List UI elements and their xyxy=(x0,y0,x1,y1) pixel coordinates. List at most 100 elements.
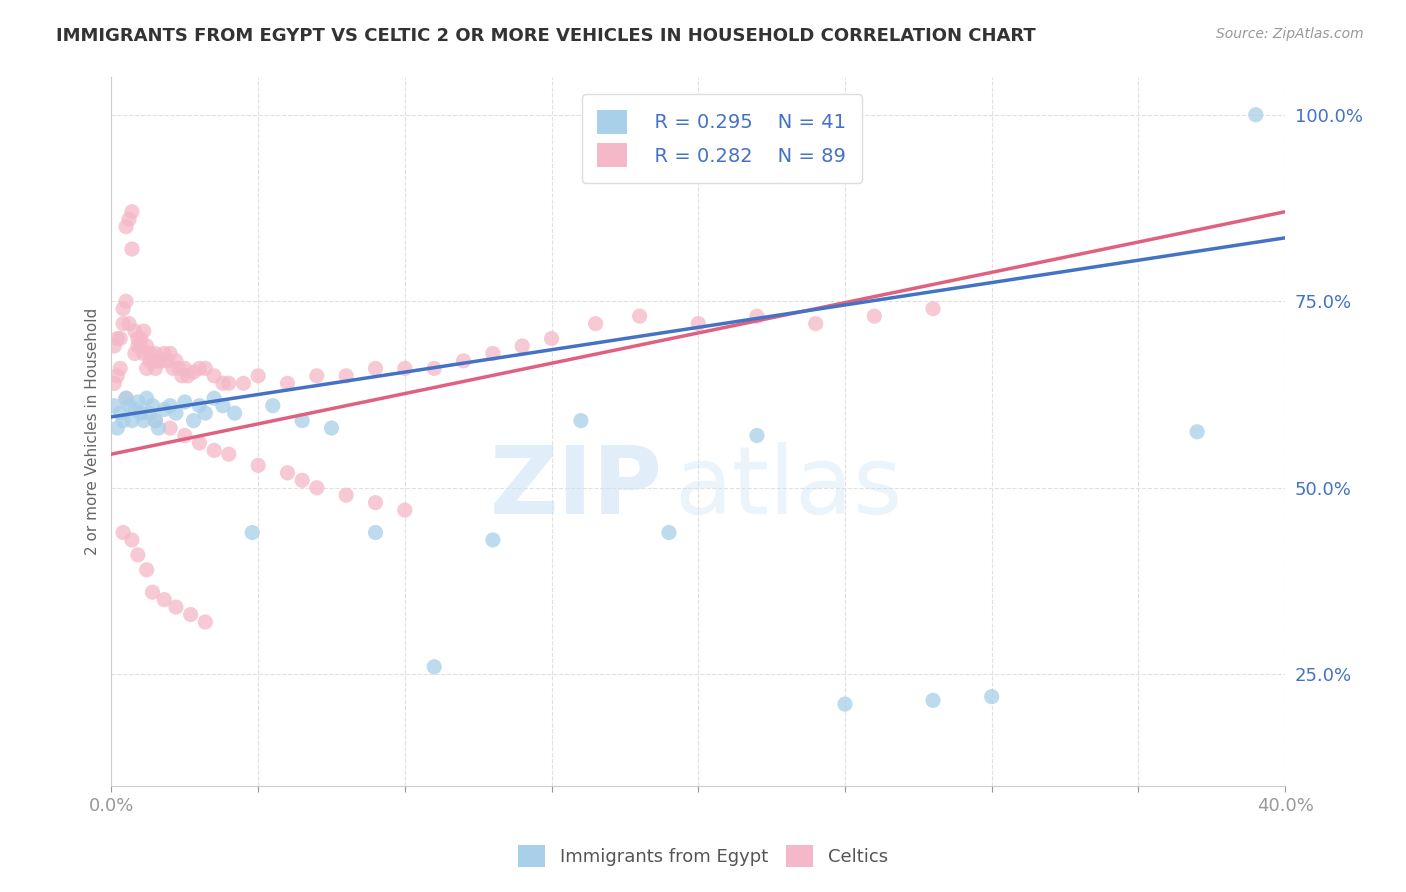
Point xyxy=(167,361,190,376)
Point xyxy=(121,414,143,428)
Point xyxy=(150,354,173,368)
Point xyxy=(115,219,138,234)
Point xyxy=(188,361,211,376)
Point xyxy=(194,361,217,376)
Point xyxy=(159,399,181,413)
Point xyxy=(745,309,768,323)
Point xyxy=(305,368,328,383)
Point xyxy=(291,414,314,428)
Point xyxy=(103,399,125,413)
Point xyxy=(188,436,211,450)
Point xyxy=(115,294,138,309)
Point xyxy=(124,324,146,338)
Point xyxy=(124,346,146,360)
Point xyxy=(394,503,416,517)
Point xyxy=(127,395,149,409)
Point xyxy=(247,458,270,473)
Point xyxy=(232,376,254,391)
Point xyxy=(153,346,176,360)
Point xyxy=(262,399,284,413)
Point xyxy=(335,368,357,383)
Point xyxy=(145,414,167,428)
Point xyxy=(129,339,152,353)
Text: ZIP: ZIP xyxy=(491,442,664,534)
Point xyxy=(291,473,314,487)
Point xyxy=(804,317,827,331)
Point xyxy=(159,421,181,435)
Point xyxy=(510,339,533,353)
Point xyxy=(202,368,225,383)
Point xyxy=(110,332,132,346)
Point xyxy=(110,361,132,376)
Point xyxy=(121,533,143,547)
Point xyxy=(159,346,181,360)
Point xyxy=(305,481,328,495)
Point xyxy=(688,317,710,331)
Point xyxy=(212,399,235,413)
Point xyxy=(922,693,945,707)
Point xyxy=(153,592,176,607)
Point xyxy=(112,317,135,331)
Text: atlas: atlas xyxy=(675,442,903,534)
Point xyxy=(922,301,945,316)
Y-axis label: 2 or more Vehicles in Household: 2 or more Vehicles in Household xyxy=(86,308,100,556)
Point xyxy=(129,406,152,420)
Point xyxy=(173,428,195,442)
Point xyxy=(177,368,200,383)
Point xyxy=(156,354,179,368)
Point xyxy=(173,395,195,409)
Point xyxy=(745,428,768,442)
Point xyxy=(103,339,125,353)
Point xyxy=(112,301,135,316)
Point xyxy=(153,402,176,417)
Point xyxy=(335,488,357,502)
Point xyxy=(132,324,155,338)
Point xyxy=(1185,425,1208,439)
Point xyxy=(145,414,167,428)
Point xyxy=(453,354,475,368)
Point xyxy=(276,376,298,391)
Point xyxy=(834,697,856,711)
Point xyxy=(138,406,160,420)
Point xyxy=(115,391,138,405)
Point xyxy=(173,361,195,376)
Point xyxy=(112,525,135,540)
Point xyxy=(183,365,205,379)
Point xyxy=(188,399,211,413)
Point xyxy=(202,443,225,458)
Point xyxy=(364,496,387,510)
Point xyxy=(148,421,170,435)
Point xyxy=(112,414,135,428)
Point xyxy=(118,399,141,413)
Point xyxy=(118,212,141,227)
Point xyxy=(141,354,163,368)
Point xyxy=(218,376,240,391)
Point xyxy=(202,391,225,405)
Point xyxy=(183,414,205,428)
Text: Source: ZipAtlas.com: Source: ZipAtlas.com xyxy=(1216,27,1364,41)
Point xyxy=(141,585,163,599)
Point xyxy=(135,391,157,405)
Point xyxy=(141,399,163,413)
Point xyxy=(247,368,270,383)
Point xyxy=(121,204,143,219)
Point xyxy=(145,346,167,360)
Point xyxy=(105,332,128,346)
Point xyxy=(276,466,298,480)
Point xyxy=(105,368,128,383)
Point xyxy=(121,242,143,256)
Point xyxy=(394,361,416,376)
Point xyxy=(135,361,157,376)
Point xyxy=(132,414,155,428)
Point xyxy=(129,332,152,346)
Point xyxy=(863,309,886,323)
Point xyxy=(103,376,125,391)
Point xyxy=(194,615,217,629)
Point xyxy=(180,607,202,622)
Point xyxy=(127,548,149,562)
Point xyxy=(482,533,505,547)
Point xyxy=(148,354,170,368)
Text: IMMIGRANTS FROM EGYPT VS CELTIC 2 OR MORE VEHICLES IN HOUSEHOLD CORRELATION CHAR: IMMIGRANTS FROM EGYPT VS CELTIC 2 OR MOR… xyxy=(56,27,1036,45)
Point xyxy=(585,317,607,331)
Point xyxy=(569,414,592,428)
